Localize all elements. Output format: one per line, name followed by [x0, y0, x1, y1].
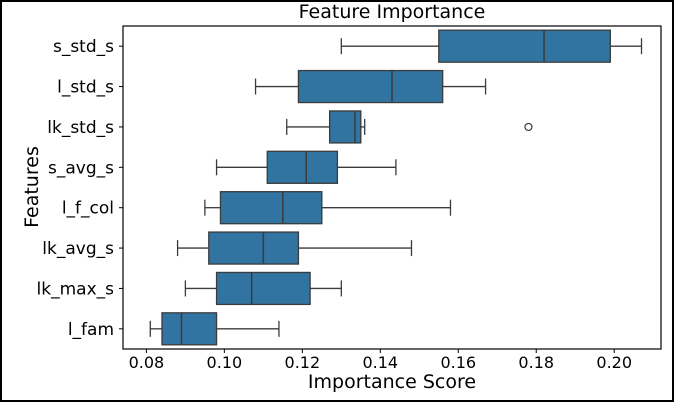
y-tick-label: l_f_col — [62, 199, 114, 219]
x-tick-label: 0.18 — [518, 353, 554, 372]
y-tick-label: lk_max_s — [37, 279, 115, 299]
y-axis-label: Features — [21, 146, 43, 228]
box-s_avg_s — [266, 150, 339, 184]
y-tick-label: l_fam — [68, 320, 114, 340]
box-lk_max_s — [215, 271, 311, 306]
chart-title: Feature Importance — [298, 1, 486, 23]
x-tick-label: 0.14 — [362, 353, 398, 372]
box-l_f_col — [219, 191, 323, 225]
box-lk_avg_s — [208, 231, 300, 265]
box-s_std_s — [438, 29, 611, 63]
y-tick-label: lk_std_s — [47, 118, 114, 138]
box-l_std_s — [297, 69, 444, 104]
y-tick-label: lk_avg_s — [42, 239, 114, 259]
x-tick-label: 0.12 — [285, 353, 321, 372]
y-tick-label: s_std_s — [53, 37, 114, 57]
y-tick-label: l_std_s — [57, 78, 114, 98]
x-tick-label: 0.16 — [440, 353, 476, 372]
x-axis-label: Importance Score — [307, 371, 477, 393]
y-tick-label: s_avg_s — [48, 158, 114, 178]
box-l_fam — [161, 312, 218, 346]
box-lk_std_s — [328, 110, 362, 144]
x-tick-label: 0.10 — [207, 353, 243, 372]
x-tick-label: 0.08 — [129, 353, 165, 372]
outlier-lk_std_s — [524, 122, 533, 132]
x-tick-label: 0.20 — [596, 353, 632, 372]
